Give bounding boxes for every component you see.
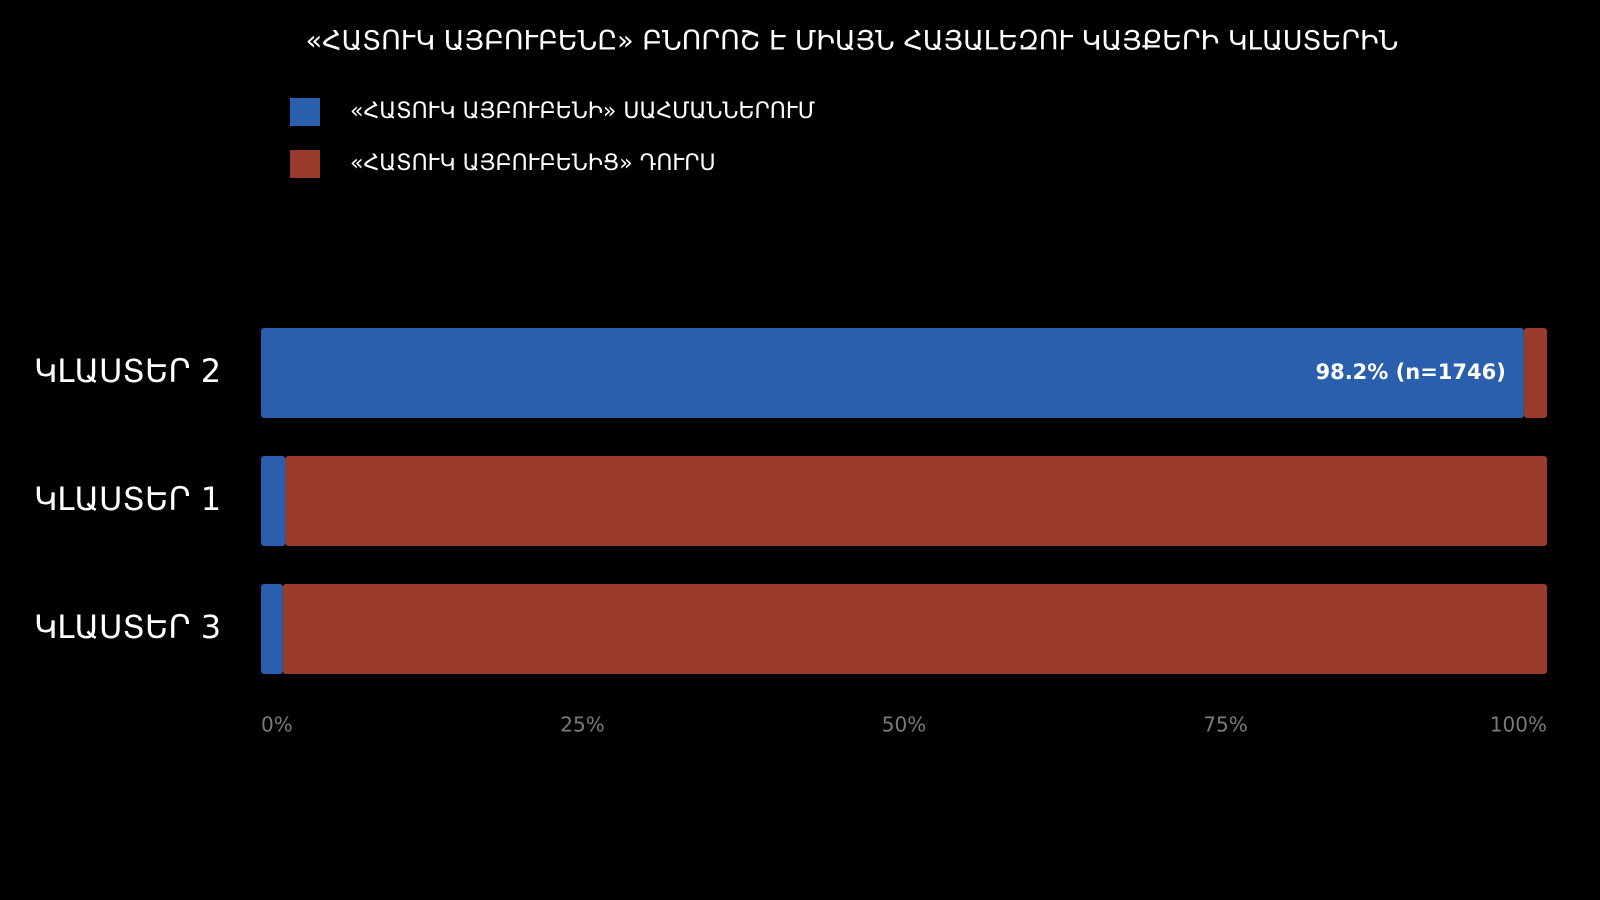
category-label: ԿԼԱՍՏԵՐ 1 <box>34 480 221 518</box>
bar-segment <box>282 584 1547 674</box>
legend-swatch <box>290 150 320 178</box>
x-tick-label: 100% <box>1490 713 1547 737</box>
category-label: ԿԼԱՍՏԵՐ 2 <box>34 352 221 390</box>
x-tick-label: 25% <box>560 713 604 737</box>
category-label: ԿԼԱՍՏԵՐ 3 <box>34 608 221 646</box>
bar-segment <box>261 584 283 674</box>
bar-segment <box>261 456 286 546</box>
bar-segment <box>261 328 1524 418</box>
chart-title: «ՀԱՏՈՒԿ ԱՅԲՈՒԲԵՆԸ» ԲՆՈՐՈՇ Է ՄԻԱՅՆ ՀԱՅԱԼԵ… <box>306 26 1399 57</box>
legend-swatch <box>290 98 320 126</box>
legend-label: «ՀԱՏՈՒԿ ԱՅԲՈՒԲԵՆԻ» ՍԱՀՄԱՆՆԵՐՈՒՄ <box>350 99 815 124</box>
value-label: 98.2% (n=1746) <box>1315 360 1505 384</box>
x-tick-label: 0% <box>261 713 293 737</box>
legend-label: «ՀԱՏՈՒԿ ԱՅԲՈՒԲԵՆԻՑ» ԴՈՒՐՍ <box>350 151 716 176</box>
x-tick-label: 50% <box>882 713 926 737</box>
x-tick-label: 75% <box>1203 713 1247 737</box>
bar-segment <box>285 456 1548 546</box>
bar-segment <box>1523 328 1547 418</box>
